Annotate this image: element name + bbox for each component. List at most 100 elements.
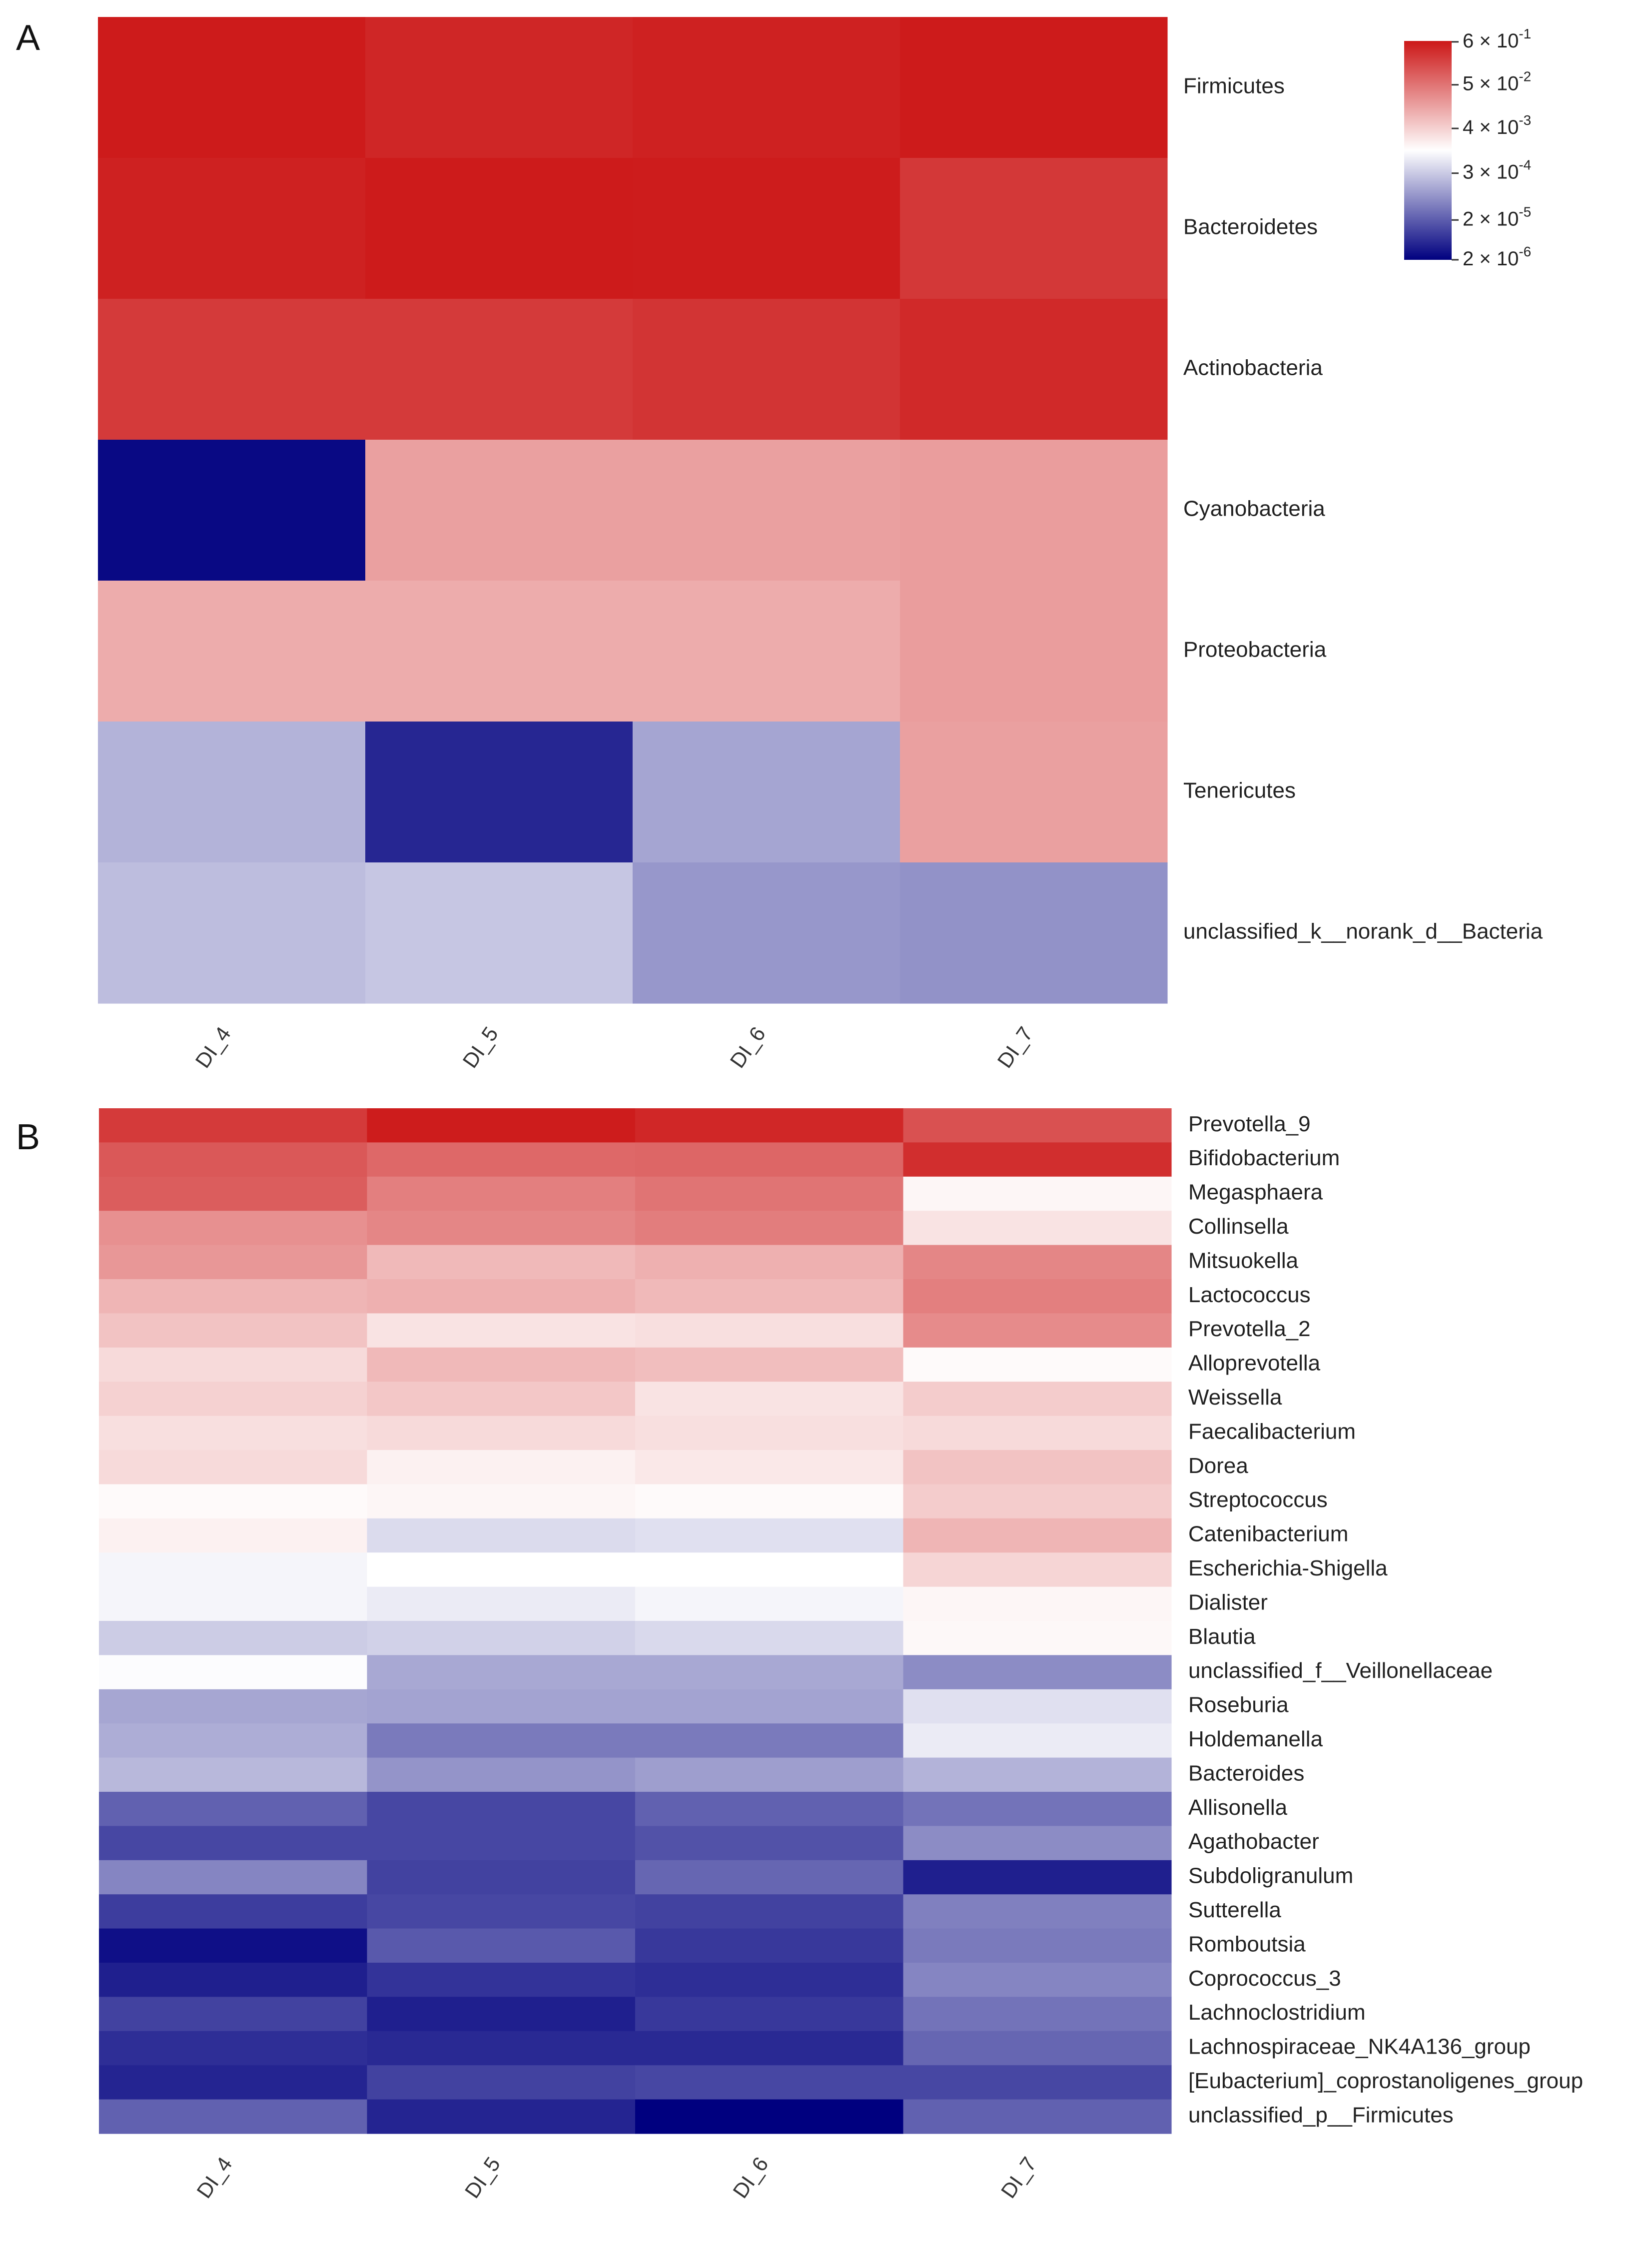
legend-color-bar: [1404, 41, 1452, 260]
heatmap-1-cell-subdoligranulum-di-7: [903, 1860, 1172, 1895]
heatmap-1-cell-lachnospiraceae-nk4a136-group-di-6: [635, 2031, 904, 2066]
heatmap-a-column-labels: DI_4 DI_5 DI_6 DI_7: [190, 1022, 1037, 1072]
column-label-di-4: DI_4: [190, 1022, 235, 1072]
heatmap-1-cell-coprococcus-3-di-4: [99, 1963, 368, 1997]
heatmap-1-cell-prevotella-9-di-6: [635, 1108, 904, 1143]
heatmap-1-cell-mitsuokella-di-5: [367, 1245, 636, 1280]
heatmap-1-cell-dorea-di-4: [99, 1450, 368, 1485]
heatmap-1-cell-alloprevotella-di-4: [99, 1347, 368, 1382]
heatmap-1-cell-catenibacterium-di-5: [367, 1518, 636, 1553]
row-label-subdoligranulum: Subdoligranulum: [1188, 1864, 1353, 1888]
row-label-allisonella: Allisonella: [1188, 1795, 1288, 1820]
heatmap-1-cell-unclassified-f-veillonellaceae-di-5: [367, 1655, 636, 1690]
heatmap-0-cell-actinobacteria-di-6: [633, 299, 900, 440]
heatmap-1-cell-escherichia-shigella-di-7: [903, 1552, 1172, 1587]
heatmap-1-cell-unclassified-p-firmicutes-di-7: [903, 2099, 1172, 2134]
heatmap-1-cell-prevotella-9-di-5: [367, 1108, 636, 1143]
heatmap-1-cell-bacteroides-di-5: [367, 1757, 636, 1792]
heatmap-1-cell-subdoligranulum-di-5: [367, 1860, 636, 1895]
heatmap-1-cell-coprococcus-3-di-6: [635, 1963, 904, 1997]
heatmap-1-cell-holdemanella-di-4: [99, 1723, 368, 1758]
row-label-holdemanella: Holdemanella: [1188, 1727, 1323, 1751]
heatmap-0-cell-tenericutes-di-7: [900, 722, 1168, 863]
heatmap-1-cell-prevotella-9-di-7: [903, 1108, 1172, 1143]
row-label-firmicutes: Firmicutes: [1183, 74, 1285, 98]
heatmap-1-cell-collinsella-di-6: [635, 1211, 904, 1246]
heatmap-0-cell-cyanobacteria-di-5: [365, 440, 633, 581]
heatmap-1-cell-bifidobacterium-di-6: [635, 1142, 904, 1177]
heatmap-1-cell-unclassified-p-firmicutes-di-5: [367, 2099, 636, 2134]
row-label-dialister: Dialister: [1188, 1590, 1268, 1614]
column-label-di-7: DI_7: [996, 2153, 1041, 2203]
heatmap-0-cell-firmicutes-di-4: [98, 17, 366, 158]
heatmap-1-cell-roseburia-di-6: [635, 1689, 904, 1724]
row-label-catenibacterium: Catenibacterium: [1188, 1522, 1348, 1546]
heatmap-1-cell-mitsuokella-di-4: [99, 1245, 368, 1280]
heatmap-1-cell-sutterella-di-5: [367, 1894, 636, 1929]
heatmap-1-cell-dorea-di-5: [367, 1450, 636, 1485]
heatmap-1-cell-megasphaera-di-4: [99, 1176, 368, 1211]
row-label-mitsuokella: Mitsuokella: [1188, 1248, 1299, 1273]
legend-tick-label-5: 2 × 10-6: [1463, 244, 1531, 269]
row-label-roseburia: Roseburia: [1188, 1693, 1289, 1717]
heatmap-1-cell-escherichia-shigella-di-5: [367, 1552, 636, 1587]
row-label-streptococcus: Streptococcus: [1188, 1488, 1328, 1512]
row-label-dorea: Dorea: [1188, 1454, 1248, 1478]
column-label-di-6: DI_6: [725, 1022, 770, 1072]
heatmap-1-cell-megasphaera-di-7: [903, 1176, 1172, 1211]
heatmap-1-cell-allisonella-di-7: [903, 1792, 1172, 1826]
heatmap-1-cell-bacteroides-di-4: [99, 1757, 368, 1792]
column-label-di-7: DI_7: [992, 1022, 1037, 1072]
heatmap-1-cell-lachnoclostridium-di-7: [903, 1997, 1172, 2032]
row-label-lactococcus: Lactococcus: [1188, 1283, 1311, 1307]
heatmap-1-cell-agathobacter-di-7: [903, 1826, 1172, 1861]
heatmap-1-cell-sutterella-di-7: [903, 1894, 1172, 1929]
heatmap-1-cell-lactococcus-di-6: [635, 1279, 904, 1314]
heatmap-1-cell-holdemanella-di-5: [367, 1723, 636, 1758]
heatmap-1-cell-unclassified-f-veillonellaceae-di-4: [99, 1655, 368, 1690]
heatmap-1-cell-catenibacterium-di-6: [635, 1518, 904, 1553]
column-label-di-4: DI_4: [192, 2153, 236, 2203]
heatmap-1-cell-agathobacter-di-6: [635, 1826, 904, 1861]
heatmap-1-cell-dorea-di-7: [903, 1450, 1172, 1485]
heatmap-1-cell-mitsuokella-di-7: [903, 1245, 1172, 1280]
heatmap-1-cell-lactococcus-di-7: [903, 1279, 1172, 1314]
heatmap-1-cell-bifidobacterium-di-5: [367, 1142, 636, 1177]
heatmap-1-cell-coprococcus-3-di-5: [367, 1963, 636, 1997]
heatmap-1-cell-dialister-di-5: [367, 1586, 636, 1621]
heatmap-1-cell-mitsuokella-di-6: [635, 1245, 904, 1280]
heatmap-0-cell-tenericutes-di-4: [98, 722, 366, 863]
heatmap-0-cell-proteobacteria-di-6: [633, 581, 900, 722]
heatmap-1-cell-lachnospiraceae-nk4a136-group-di-4: [99, 2031, 368, 2066]
heatmap-1-cell-blautia-di-5: [367, 1621, 636, 1655]
row-label-lachnospiraceae-nk4a136-group: Lachnospiraceae_NK4A136_group: [1188, 2035, 1531, 2059]
heatmap-1-cell-lachnoclostridium-di-4: [99, 1997, 368, 2032]
row-label-eubacterium-coprostanoligenes-group: [Eubacterium]_coprostanoligenes_group: [1188, 2069, 1583, 2093]
heatmap-1-cell-unclassified-p-firmicutes-di-4: [99, 2099, 368, 2134]
heatmap-0-cell-unclassified-k-norank-d-bacteria-di-5: [365, 862, 633, 1004]
heatmap-0-cell-unclassified-k-norank-d-bacteria-di-4: [98, 862, 366, 1004]
legend-tick-label-4: 2 × 10-5: [1463, 204, 1531, 230]
row-label-unclassified-p-firmicutes: unclassified_p__Firmicutes: [1188, 2103, 1454, 2127]
heatmap-0-cell-cyanobacteria-di-7: [900, 440, 1168, 581]
heatmap-1-cell-megasphaera-di-5: [367, 1176, 636, 1211]
heatmap-0-cell-actinobacteria-di-4: [98, 299, 366, 440]
heatmap-1-cell-collinsella-di-5: [367, 1211, 636, 1246]
heatmap-1-cell-romboutsia-di-5: [367, 1928, 636, 1963]
row-label-escherichia-shigella: Escherichia-Shigella: [1188, 1556, 1388, 1580]
heatmap-1-cell-eubacterium-coprostanoligenes-group-di-5: [367, 2065, 636, 2100]
heatmap-0-cell-firmicutes-di-7: [900, 17, 1168, 158]
row-label-faecalibacterium: Faecalibacterium: [1188, 1419, 1356, 1444]
legend-tick-label-0: 6 × 10-1: [1463, 26, 1531, 51]
heatmap-1-cell-eubacterium-coprostanoligenes-group-di-6: [635, 2065, 904, 2100]
color-legend: 6 × 10-1 5 × 10-2 4 × 10-3 3 × 10-4 2 × 10-5…: [1404, 26, 1531, 269]
heatmap-0-cell-proteobacteria-di-5: [365, 581, 633, 722]
heatmap-1-cell-escherichia-shigella-di-4: [99, 1552, 368, 1587]
row-label-prevotella-2: Prevotella_2: [1188, 1317, 1311, 1341]
heatmap-1-cell-roseburia-di-5: [367, 1689, 636, 1724]
row-label-bifidobacterium: Bifidobacterium: [1188, 1146, 1340, 1170]
heatmap-1-cell-holdemanella-di-7: [903, 1723, 1172, 1758]
heatmap-1-cell-holdemanella-di-6: [635, 1723, 904, 1758]
row-label-coprococcus-3: Coprococcus_3: [1188, 1966, 1341, 1991]
row-label-bacteroides: Bacteroides: [1188, 1761, 1304, 1785]
